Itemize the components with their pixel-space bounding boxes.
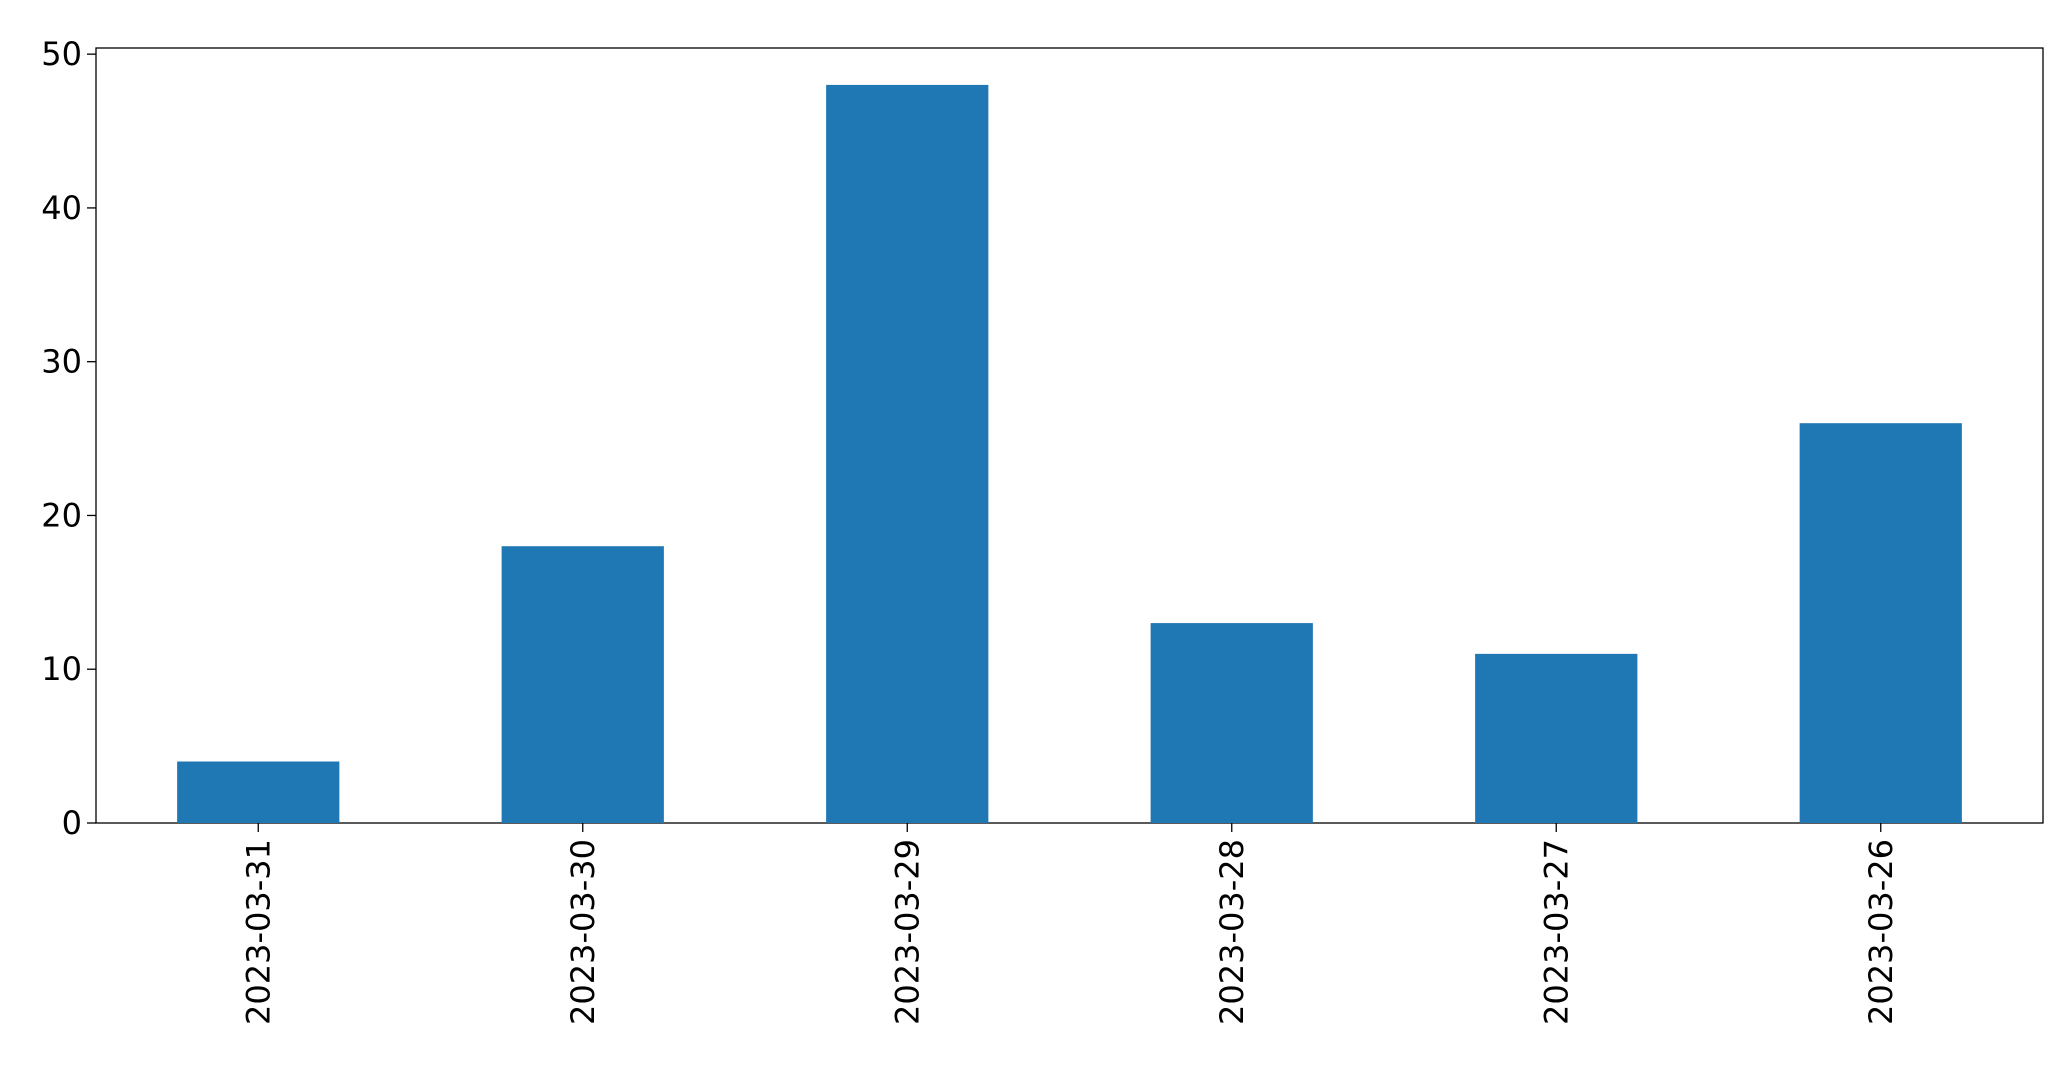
y-tick-label: 20 xyxy=(41,496,82,534)
y-tick-label: 30 xyxy=(41,343,82,381)
y-tick-label: 40 xyxy=(41,189,82,227)
x-tick-label: 2023-03-29 xyxy=(888,839,926,1025)
x-tick-label: 2023-03-30 xyxy=(564,839,602,1025)
x-tick-label: 2023-03-31 xyxy=(239,839,277,1025)
bar xyxy=(501,546,664,823)
y-tick-label: 10 xyxy=(41,650,82,688)
plot-frame xyxy=(95,47,2044,824)
bar xyxy=(826,84,989,823)
x-tick-label: 2023-03-27 xyxy=(1537,839,1575,1025)
x-tick-label: 2023-03-28 xyxy=(1213,839,1251,1025)
bar xyxy=(1150,623,1313,823)
bar xyxy=(1799,423,1962,823)
y-tick-label: 0 xyxy=(62,804,82,842)
y-tick-label: 50 xyxy=(41,35,82,73)
x-tick-label: 2023-03-26 xyxy=(1862,839,1900,1025)
bar xyxy=(1475,653,1638,823)
bar xyxy=(177,761,340,823)
